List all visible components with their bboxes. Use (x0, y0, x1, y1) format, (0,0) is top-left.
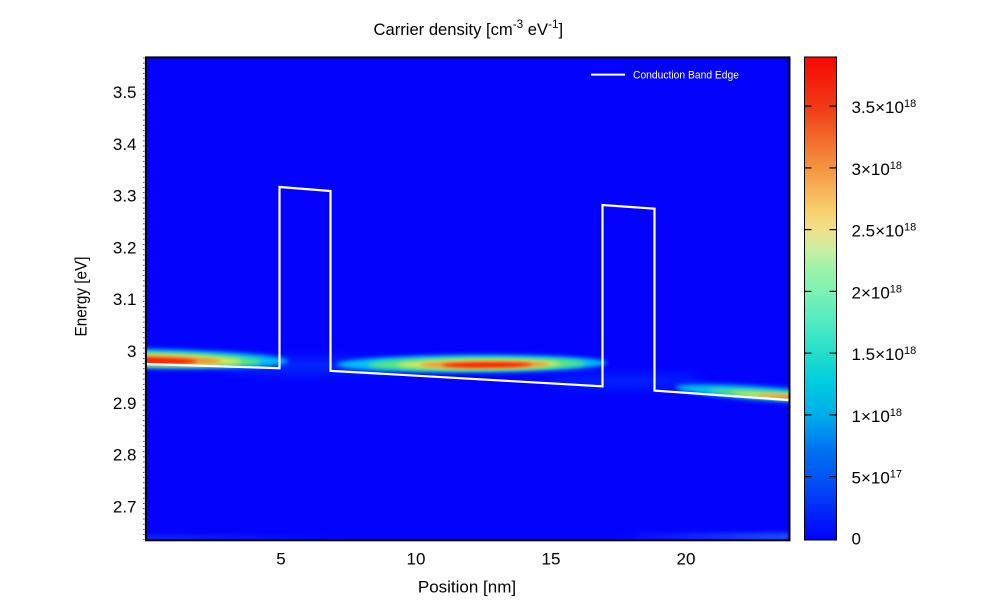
svg-text:3.5×1018: 3.5×1018 (852, 98, 917, 117)
svg-text:Energy [eV]: Energy [eV] (73, 257, 91, 337)
svg-text:10: 10 (407, 550, 426, 569)
svg-text:Conduction Band Edge: Conduction Band Edge (633, 70, 739, 82)
svg-text:3.4: 3.4 (113, 135, 137, 154)
svg-text:2×1018: 2×1018 (852, 283, 903, 302)
svg-text:5: 5 (276, 550, 285, 569)
svg-text:Position [nm]: Position [nm] (418, 578, 516, 597)
svg-text:20: 20 (677, 550, 696, 569)
svg-text:1×1018: 1×1018 (852, 407, 903, 426)
svg-text:5×1017: 5×1017 (852, 469, 903, 488)
svg-text:2.7: 2.7 (113, 497, 137, 516)
svg-text:15: 15 (542, 550, 561, 569)
svg-text:3.5: 3.5 (113, 83, 137, 102)
svg-text:3×1018: 3×1018 (852, 160, 903, 179)
svg-text:3.1: 3.1 (113, 290, 137, 309)
svg-text:2.8: 2.8 (113, 446, 137, 465)
svg-text:Carrier density [cm-3 eV-1]: Carrier density [cm-3 eV-1] (374, 18, 564, 39)
svg-text:0: 0 (852, 530, 861, 549)
svg-text:3: 3 (127, 342, 136, 361)
svg-text:2.5×1018: 2.5×1018 (852, 222, 917, 241)
svg-text:3.2: 3.2 (113, 238, 137, 257)
svg-text:1.5×1018: 1.5×1018 (852, 345, 917, 364)
svg-text:3.3: 3.3 (113, 187, 137, 206)
svg-text:2.9: 2.9 (113, 394, 137, 413)
